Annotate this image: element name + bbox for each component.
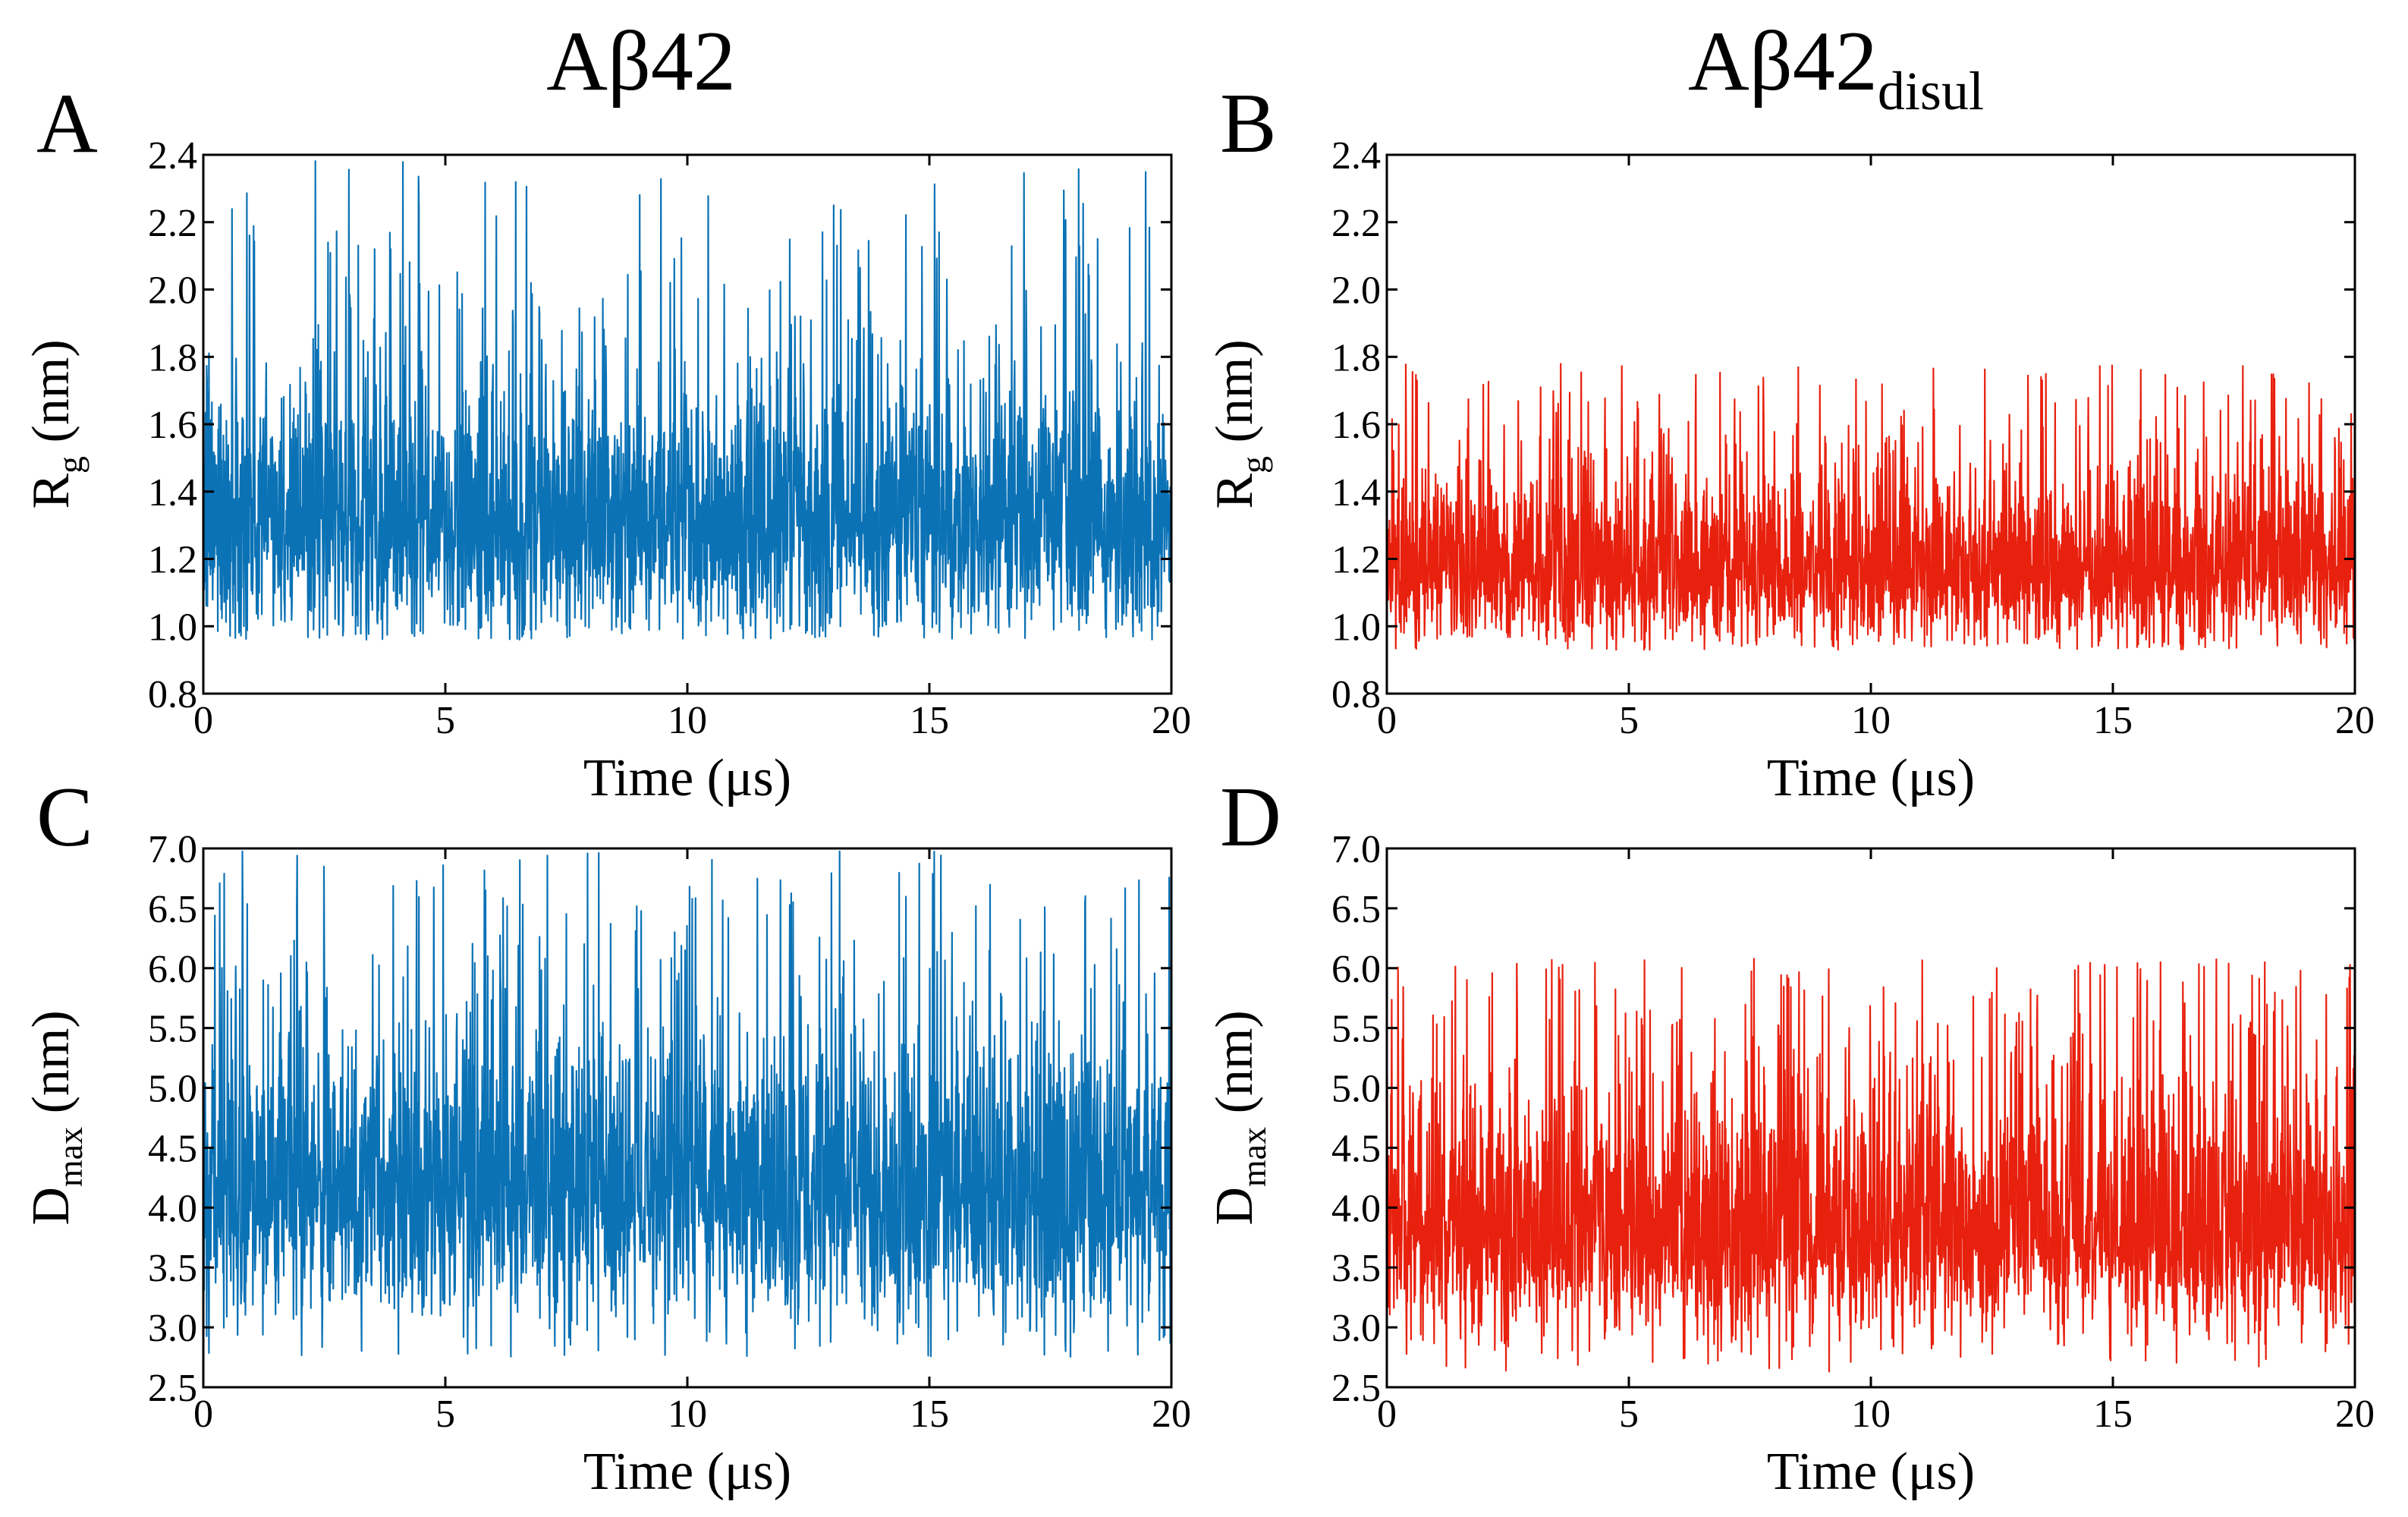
y-tick-label: 3.0 (1331, 1307, 1381, 1350)
y-tick-label: 3.5 (1331, 1247, 1381, 1290)
x-tick-label: 10 (668, 699, 707, 742)
x-tick-label: 0 (1377, 699, 1397, 742)
y-tick-label: 1.4 (1331, 471, 1381, 515)
x-tick-label: 5 (1619, 699, 1639, 742)
x-tick-label: 0 (193, 1393, 213, 1436)
y-tick-label: 2.5 (148, 1367, 197, 1410)
y-tick-label: 3.0 (148, 1307, 197, 1350)
panel-letter-B: B (1220, 77, 1277, 171)
y-tick-label: 6.0 (148, 948, 197, 991)
x-tick-label: 5 (435, 699, 455, 742)
series-line-D (1385, 958, 2356, 1373)
series-line-A (202, 160, 1173, 641)
y-tick-label: 0.8 (1331, 673, 1381, 716)
y-tick-label: 2.0 (1331, 269, 1381, 313)
panel-letter-A: A (36, 77, 98, 171)
x-tick-label: 15 (910, 1393, 949, 1436)
y-tick-label: 1.0 (148, 606, 197, 649)
y-tick-label: 7.0 (1331, 828, 1381, 871)
x-tick-label: 20 (2335, 1393, 2375, 1436)
y-axis-title: Rg (nm) (22, 339, 90, 508)
y-tick-label: 0.8 (148, 673, 197, 716)
y-tick-label: 1.6 (1331, 404, 1381, 447)
x-tick-label: 0 (1377, 1393, 1397, 1436)
y-tick-label: 6.5 (1331, 888, 1381, 931)
x-tick-label: 10 (1851, 1393, 1891, 1436)
x-tick-label: 15 (910, 699, 949, 742)
y-tick-label: 1.8 (1331, 336, 1381, 379)
x-tick-label: 0 (193, 699, 213, 742)
y-tick-label: 2.0 (148, 269, 197, 313)
y-axis-title: Rg (nm) (1206, 339, 1273, 508)
x-tick-label: 10 (668, 1393, 707, 1436)
panel-letter-D: D (1220, 770, 1281, 864)
panel-letter-C: C (36, 770, 93, 864)
x-axis-title: Time (μs) (583, 749, 791, 807)
y-tick-label: 1.2 (1331, 539, 1381, 582)
y-tick-label: 5.0 (148, 1068, 197, 1111)
y-tick-label: 2.2 (148, 202, 197, 245)
y-tick-label: 6.5 (148, 888, 197, 931)
x-tick-label: 5 (1619, 1393, 1639, 1436)
x-axis-title: Time (μs) (1767, 1443, 1975, 1501)
panel-A: 0 5 10 15 20 0.8 1.0 1.2 1.4 1.6 1.8 2.0 2.2 2.4 Time … (22, 77, 1191, 807)
y-tick-label: 2.5 (1331, 1367, 1381, 1410)
y-tick-label: 5.5 (1331, 1008, 1381, 1051)
panel-D: 0 5 10 15 20 2.5 3.0 3.5 4.0 4.5 5.0 5.5 6.0 6.5 7.0 Ti… (1206, 770, 2375, 1501)
x-tick-label: 20 (1152, 699, 1191, 742)
y-tick-label: 6.0 (1331, 948, 1381, 991)
column-title-left: Aβ42 (546, 14, 736, 109)
y-tick-label: 1.2 (148, 539, 197, 582)
y-tick-label: 5.5 (148, 1008, 197, 1051)
y-tick-label: 4.5 (148, 1127, 197, 1170)
y-tick-label: 1.8 (148, 336, 197, 379)
x-axis-title: Time (μs) (1767, 749, 1975, 807)
x-tick-label: 20 (1152, 1393, 1191, 1436)
y-tick-label: 2.4 (148, 134, 197, 178)
x-tick-label: 15 (2093, 1393, 2133, 1436)
y-axis-title: Dmax (nm) (1206, 1010, 1273, 1225)
y-tick-label: 2.4 (1331, 134, 1381, 178)
x-tick-label: 20 (2335, 699, 2375, 742)
y-tick-label: 1.4 (148, 471, 197, 515)
panel-C: 0 5 10 15 20 2.5 3.0 3.5 4.0 4.5 5.0 5.5 6.0 6.5 7.0 Ti… (22, 770, 1191, 1501)
y-axis-title: Dmax (nm) (22, 1010, 90, 1225)
series-line-C (202, 850, 1173, 1358)
x-tick-label: 5 (435, 1393, 455, 1436)
y-tick-label: 4.5 (1331, 1127, 1381, 1170)
y-tick-label: 3.5 (148, 1247, 197, 1290)
panel-B: 0 5 10 15 20 0.8 1.0 1.2 1.4 1.6 1.8 2.0 2.2 2.4 Time … (1206, 77, 2375, 807)
column-title-right: Aβ42disul (1688, 14, 1984, 121)
y-tick-label: 1.0 (1331, 606, 1381, 649)
y-tick-label: 7.0 (148, 828, 197, 871)
x-axis-title: Time (μs) (583, 1443, 791, 1501)
x-tick-label: 10 (1851, 699, 1891, 742)
x-tick-label: 15 (2093, 699, 2133, 742)
y-tick-label: 2.2 (1331, 202, 1381, 245)
y-tick-label: 4.0 (1331, 1187, 1381, 1230)
y-tick-label: 5.0 (1331, 1068, 1381, 1111)
series-line-B (1385, 363, 2356, 651)
y-tick-label: 4.0 (148, 1187, 197, 1230)
y-tick-label: 1.6 (148, 404, 197, 447)
